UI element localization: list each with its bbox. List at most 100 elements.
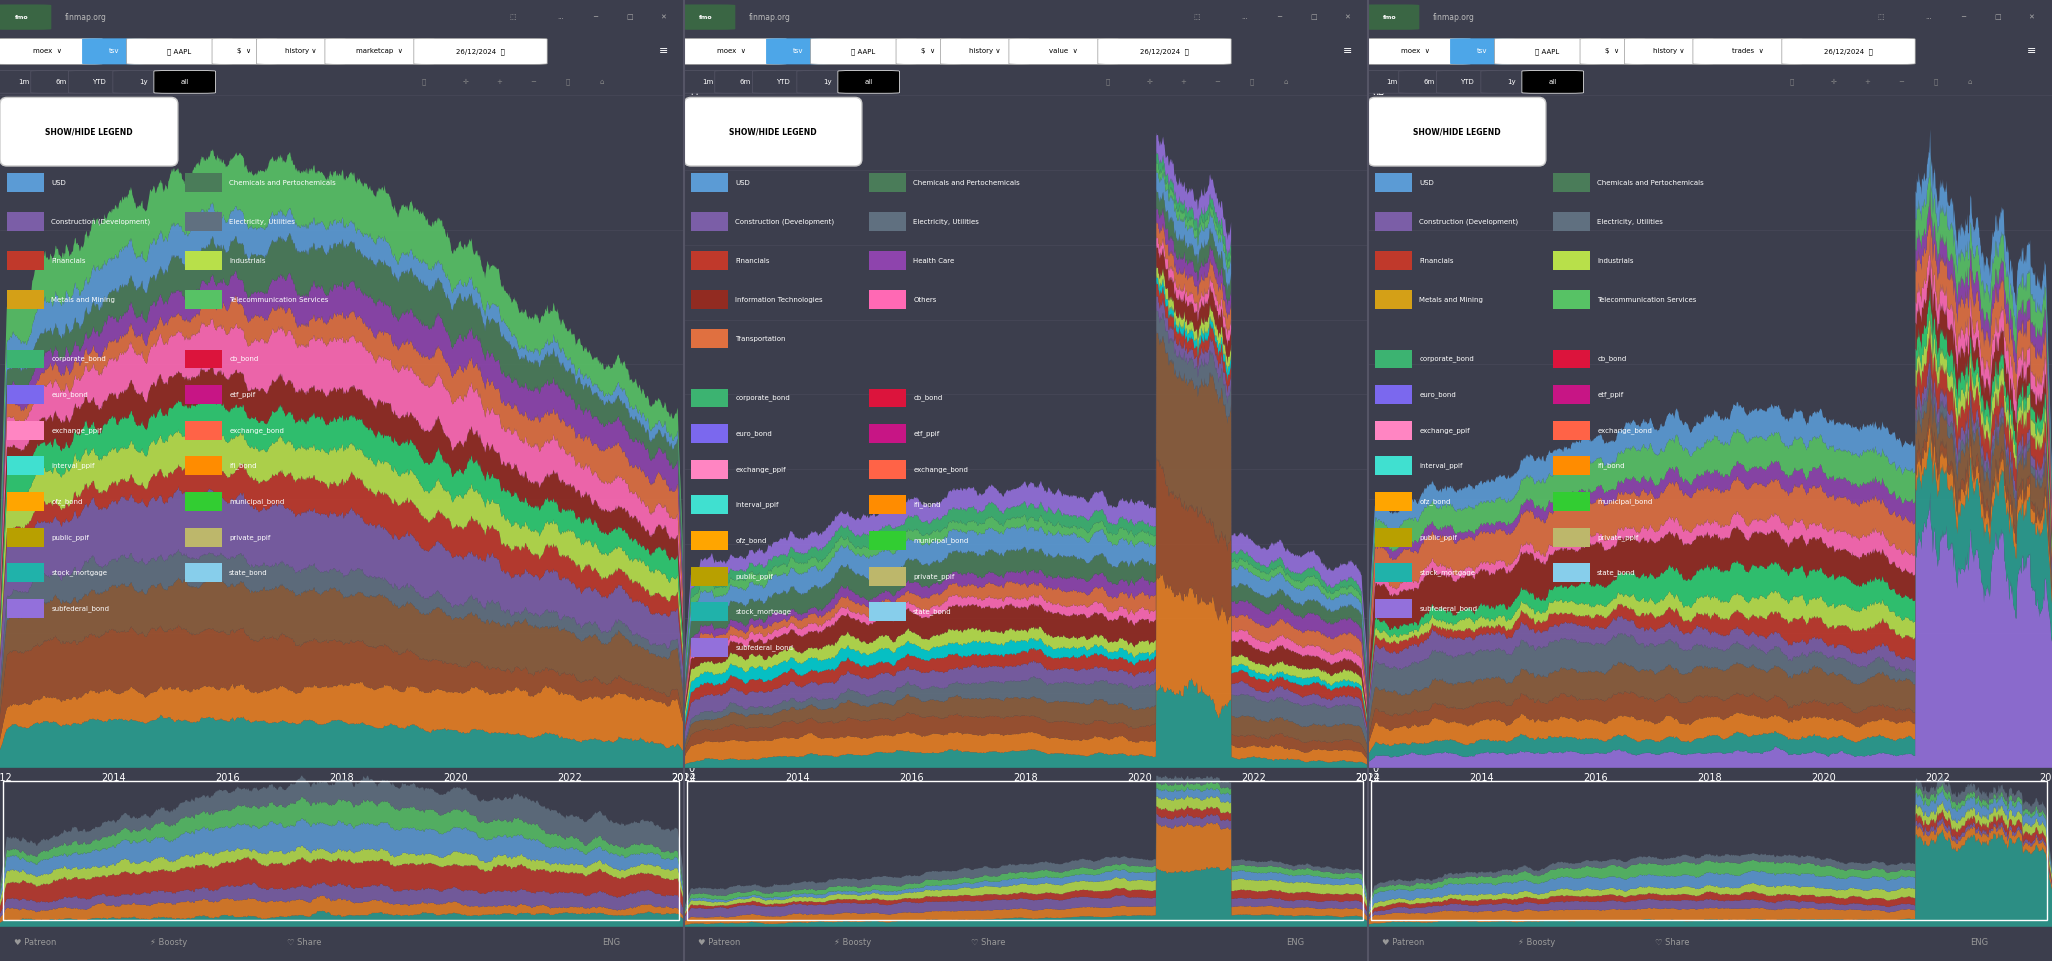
Bar <box>6 599 45 618</box>
Text: ♥ Patreon: ♥ Patreon <box>1381 938 1424 947</box>
Text: ...: ... <box>1925 14 1933 20</box>
Text: private_ppif: private_ppif <box>1596 533 1637 540</box>
Text: +: + <box>497 79 503 85</box>
Bar <box>868 173 907 192</box>
Text: −: − <box>1898 79 1904 85</box>
Bar <box>692 424 728 443</box>
Text: ✛: ✛ <box>1830 79 1837 85</box>
Bar <box>1375 252 1412 270</box>
Bar <box>1375 290 1412 309</box>
Text: moex  ∨: moex ∨ <box>718 48 747 55</box>
Text: ⌂: ⌂ <box>1968 79 1972 85</box>
Text: Industrials: Industrials <box>230 258 265 263</box>
Bar <box>692 459 728 479</box>
Text: ⬚: ⬚ <box>509 14 517 20</box>
FancyBboxPatch shape <box>1360 38 1471 64</box>
Bar <box>1375 421 1412 440</box>
Text: −: − <box>1215 79 1221 85</box>
FancyBboxPatch shape <box>897 38 960 64</box>
Bar <box>185 173 222 192</box>
Text: exchange_ppif: exchange_ppif <box>735 466 786 473</box>
Bar <box>868 424 907 443</box>
Text: ENG: ENG <box>1287 938 1303 947</box>
Bar <box>1553 563 1590 582</box>
Bar <box>1553 252 1590 270</box>
Text: ⌂: ⌂ <box>599 79 603 85</box>
Text: 26/12/2024  📅: 26/12/2024 📅 <box>1141 48 1188 55</box>
Text: ifi_bond: ifi_bond <box>230 462 256 469</box>
Text: euro_bond: euro_bond <box>735 431 772 437</box>
Bar <box>6 212 45 232</box>
Bar <box>868 496 907 514</box>
Text: ENG: ENG <box>1970 938 1988 947</box>
Text: ofz_bond: ofz_bond <box>735 537 767 544</box>
Text: ✕: ✕ <box>661 14 667 20</box>
Text: □: □ <box>1995 14 2001 20</box>
Text: −: − <box>531 79 536 85</box>
FancyBboxPatch shape <box>1369 97 1545 166</box>
Bar <box>868 252 907 270</box>
Text: state_bond: state_bond <box>1596 570 1635 577</box>
FancyBboxPatch shape <box>677 38 786 64</box>
Bar <box>1375 456 1412 476</box>
Text: 1m: 1m <box>18 79 29 85</box>
Text: Electricity, Utilities: Electricity, Utilities <box>1596 219 1662 225</box>
Bar <box>1375 212 1412 232</box>
FancyBboxPatch shape <box>31 70 92 93</box>
FancyBboxPatch shape <box>82 38 148 64</box>
Bar <box>1553 290 1590 309</box>
FancyBboxPatch shape <box>765 38 831 64</box>
Text: euro_bond: euro_bond <box>1420 391 1457 398</box>
Text: exchange_ppif: exchange_ppif <box>51 427 103 433</box>
FancyBboxPatch shape <box>0 70 55 93</box>
FancyBboxPatch shape <box>753 70 815 93</box>
Text: 1m: 1m <box>702 79 714 85</box>
FancyBboxPatch shape <box>1781 38 1915 64</box>
Bar <box>6 421 45 440</box>
Text: Construction (Development): Construction (Development) <box>735 218 835 225</box>
Text: fmo: fmo <box>700 14 712 19</box>
FancyBboxPatch shape <box>1580 38 1646 64</box>
Bar <box>692 567 728 585</box>
Text: ─: ─ <box>593 14 597 20</box>
Text: ✕: ✕ <box>1344 14 1350 20</box>
Text: public_ppif: public_ppif <box>1420 533 1457 540</box>
Text: +: + <box>1180 79 1186 85</box>
Text: private_ppif: private_ppif <box>913 573 954 579</box>
Text: $  ∨: $ ∨ <box>238 48 252 55</box>
FancyBboxPatch shape <box>796 70 858 93</box>
Bar <box>1375 492 1412 511</box>
Text: ⤢: ⤢ <box>1250 79 1254 86</box>
FancyBboxPatch shape <box>837 70 899 93</box>
Text: ♥ Patreon: ♥ Patreon <box>698 938 741 947</box>
Bar <box>692 603 728 621</box>
Text: history ∨: history ∨ <box>285 48 316 55</box>
Text: ...: ... <box>558 14 564 20</box>
Text: state_bond: state_bond <box>913 608 952 615</box>
Text: exchange_ppif: exchange_ppif <box>1420 427 1469 433</box>
Text: 6m: 6m <box>55 79 68 85</box>
Text: Construction (Development): Construction (Development) <box>1420 218 1518 225</box>
Bar <box>692 531 728 550</box>
FancyBboxPatch shape <box>0 38 103 64</box>
Text: Transportation: Transportation <box>735 335 786 342</box>
Text: cb_bond: cb_bond <box>1596 356 1627 362</box>
Bar <box>692 212 728 232</box>
Text: euro_bond: euro_bond <box>51 391 88 398</box>
Text: Construction (Development): Construction (Development) <box>51 218 150 225</box>
Text: ✛: ✛ <box>462 79 468 85</box>
FancyBboxPatch shape <box>154 70 215 93</box>
Bar <box>185 492 222 511</box>
Bar <box>1553 212 1590 232</box>
Text: ⬚: ⬚ <box>1194 14 1200 20</box>
FancyBboxPatch shape <box>1399 70 1461 93</box>
Text: Telecommunication Services: Telecommunication Services <box>230 297 328 303</box>
Text: YTD: YTD <box>92 79 107 85</box>
Text: history ∨: history ∨ <box>969 48 1001 55</box>
Text: $  ∨: $ ∨ <box>1605 48 1619 55</box>
Text: ...: ... <box>1241 14 1248 20</box>
Text: Metals and Mining: Metals and Mining <box>1420 297 1484 303</box>
Bar <box>692 330 728 348</box>
Text: ⌂: ⌂ <box>1285 79 1289 85</box>
Bar <box>1553 173 1590 192</box>
